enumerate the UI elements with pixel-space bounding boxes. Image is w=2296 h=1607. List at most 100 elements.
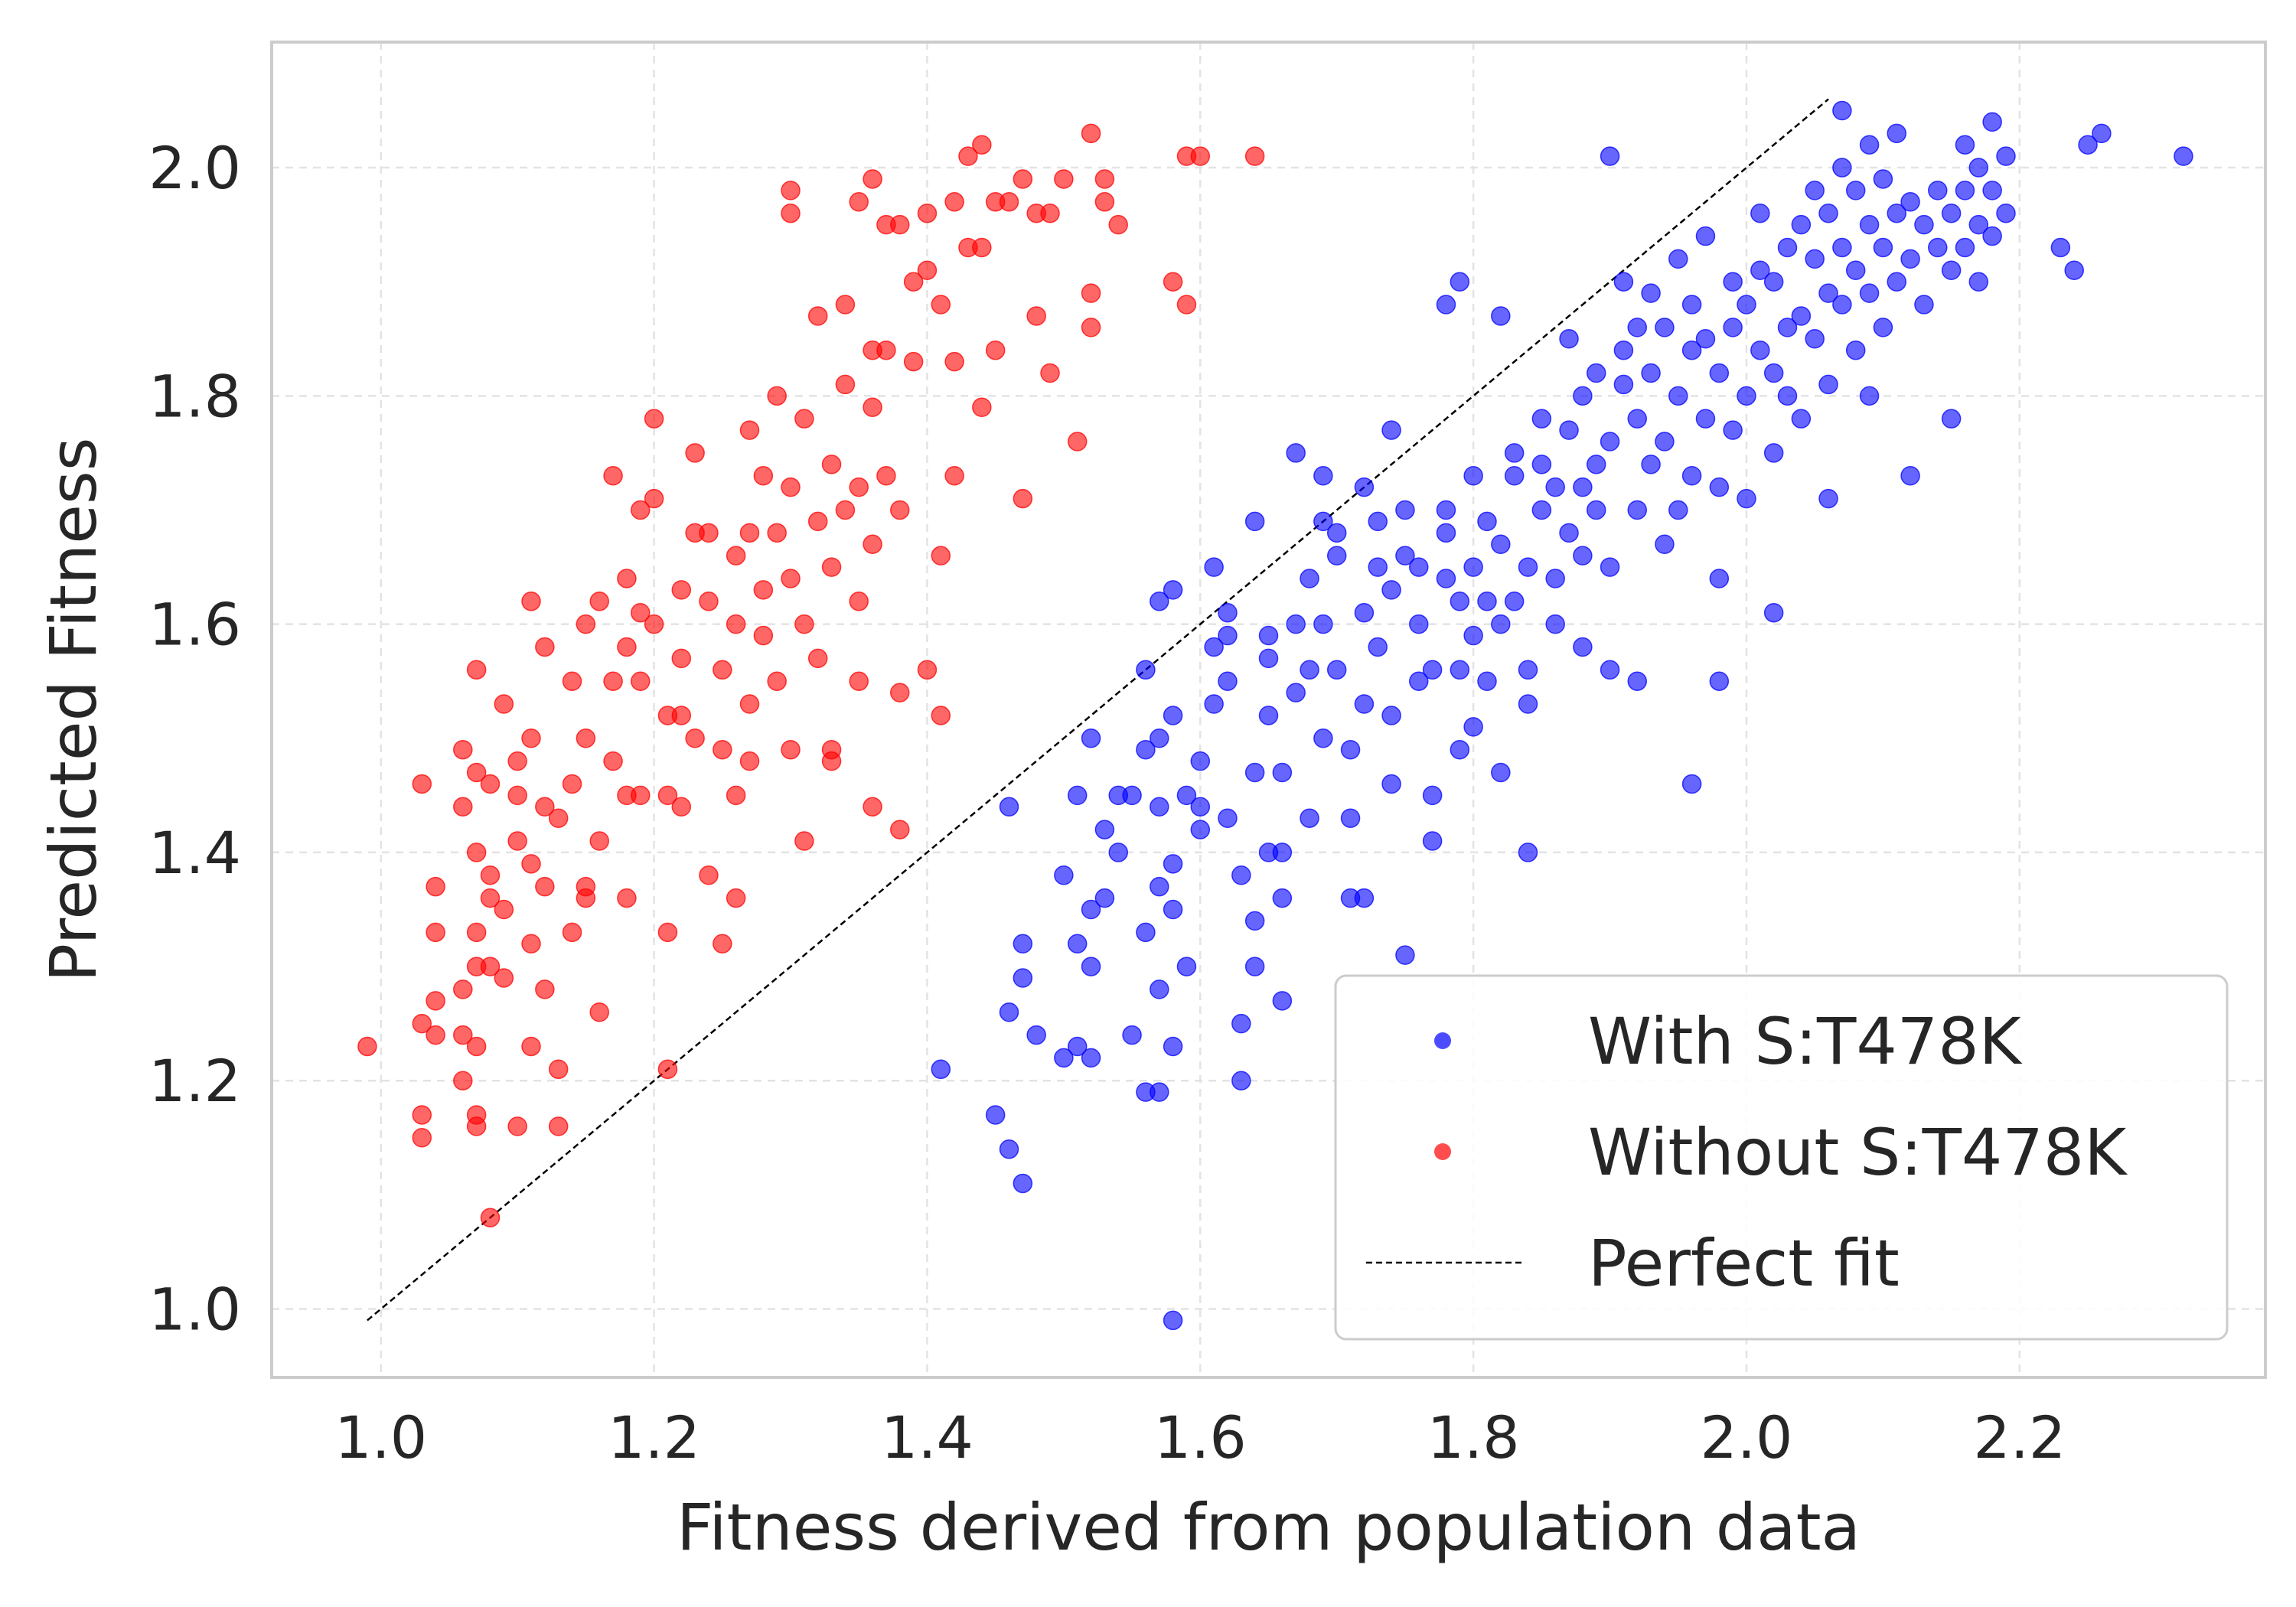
data-point [821,455,842,474]
data-point [1613,272,1634,292]
data-point [1422,660,1443,680]
y-axis-label: Predicted Fitness [36,438,111,983]
data-point [1013,934,1033,953]
data-point [1859,283,1880,303]
data-point [767,523,787,543]
data-point [1258,625,1279,646]
data-point [1750,260,1770,281]
data-point [1026,306,1046,326]
data-point [1668,500,1688,520]
data-point [1723,272,1743,292]
data-point [917,260,938,281]
data-point [1163,272,1183,292]
data-point [1081,957,1101,976]
data-point [657,1059,678,1080]
data-point [548,808,569,828]
data-point [480,774,501,794]
data-point [1313,614,1333,634]
y-tick-label: 1.0 [148,1276,241,1344]
data-point [1559,329,1579,349]
data-point [849,192,869,212]
data-point [494,968,514,988]
data-point [1244,511,1265,532]
data-point [699,523,719,543]
data-point [1627,409,1647,429]
data-point [1286,614,1306,634]
data-point [644,614,664,634]
data-point [1081,283,1101,303]
data-point [972,237,992,258]
x-tick-label: 1.0 [334,1403,427,1472]
data-point [1150,729,1169,748]
data-point [999,797,1019,817]
data-point [1436,500,1456,520]
data-point [1136,922,1156,943]
data-point [1300,660,1319,680]
data-point [535,797,555,817]
data-points [357,100,2193,1331]
data-point [1067,432,1088,451]
data-point [1286,683,1306,702]
legend-box [1334,974,2229,1341]
data-point [1955,237,1975,258]
data-point [453,1025,473,1045]
data-point [466,1036,487,1057]
data-point [466,922,487,943]
data-point [739,420,760,440]
data-point [2050,237,2071,258]
y-tick-label: 2.0 [148,134,241,202]
data-point [453,739,473,760]
data-point [521,934,541,953]
data-point [1422,785,1443,806]
data-point [1409,557,1429,577]
perfect-fit-line [367,98,1829,1322]
data-point [1026,1025,1046,1045]
data-point [1054,865,1074,885]
data-point [1695,329,1716,349]
data-point [521,854,541,874]
data-point [1463,466,1483,486]
data-point [617,785,637,806]
data-point [1928,237,1948,258]
data-point [890,683,910,702]
legend-label-without: Without S:T478K [1588,1115,2128,1190]
y-tick-label: 1.4 [148,819,241,887]
data-point [807,648,828,669]
x-tick-label: 1.8 [1427,1403,1520,1472]
data-point [426,876,445,897]
data-point [1586,363,1606,383]
data-point [507,1116,527,1136]
data-point [576,614,596,634]
data-point [794,409,814,429]
data-point [890,820,910,839]
data-point [1668,249,1688,269]
data-point [1586,455,1606,474]
data-point [1750,203,1770,223]
data-point [726,785,746,806]
data-point [1013,488,1033,509]
data-point [1887,123,1907,144]
data-point [1150,797,1169,817]
data-point [1204,557,1224,577]
data-point [1231,1071,1251,1090]
data-point [1832,158,1852,178]
data-point [453,797,473,817]
data-point [1531,500,1552,520]
data-point [1777,318,1798,337]
data-point [1081,899,1101,920]
data-point [617,637,637,657]
data-point [890,214,910,235]
data-point [767,671,787,691]
data-point [466,660,487,680]
data-point [1354,694,1375,714]
data-point [1832,100,1852,121]
data-point [1777,386,1798,406]
data-point [426,991,445,1011]
data-point [931,546,951,566]
data-point [972,135,992,155]
data-point [589,592,609,611]
data-point [426,1025,445,1045]
data-point [1968,214,1989,235]
data-point [507,831,527,851]
